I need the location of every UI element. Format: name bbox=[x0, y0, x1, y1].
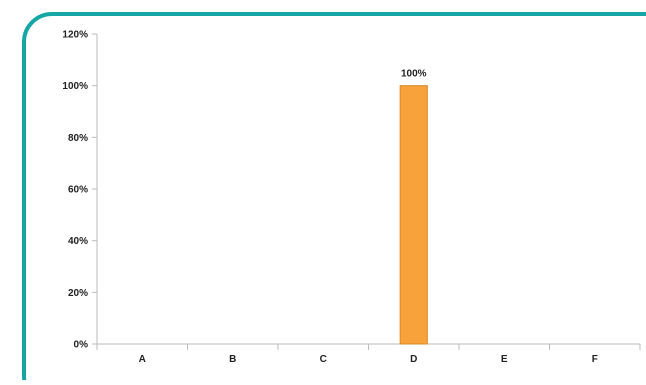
x-tick-label: C bbox=[320, 354, 327, 365]
data-labels: 100% bbox=[401, 69, 427, 80]
chart-border bbox=[22, 12, 646, 385]
x-tick-label: A bbox=[139, 354, 146, 365]
x-tick-label: D bbox=[410, 354, 417, 365]
y-tick-label: 120% bbox=[62, 30, 88, 41]
x-tick-label: B bbox=[229, 354, 236, 365]
x-axis: A B C D E F bbox=[96, 343, 641, 365]
x-tick-label: E bbox=[501, 354, 508, 365]
y-axis: 0% 20% 40% 60% 80% 100% 120% bbox=[62, 30, 98, 351]
y-tick-label: 40% bbox=[68, 236, 88, 247]
bar-d bbox=[399, 85, 428, 345]
y-tick-label: 100% bbox=[62, 81, 88, 92]
y-tick-label: 60% bbox=[68, 185, 88, 196]
data-label-d: 100% bbox=[401, 69, 427, 80]
y-tick-label: 80% bbox=[68, 133, 88, 144]
y-tick-label: 20% bbox=[68, 288, 88, 299]
y-tick-label: 0% bbox=[74, 340, 89, 351]
x-tick-label: F bbox=[592, 354, 598, 365]
bars bbox=[399, 85, 428, 345]
